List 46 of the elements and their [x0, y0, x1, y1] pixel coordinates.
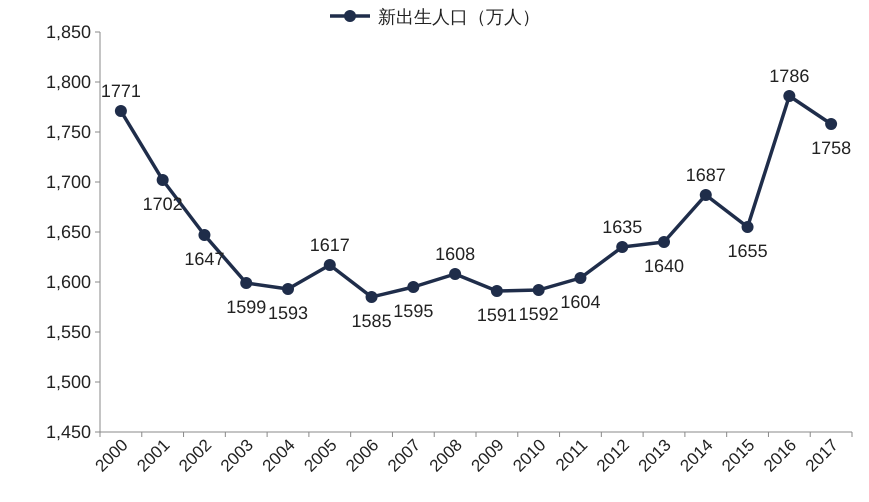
- point: [616, 241, 628, 253]
- point: [783, 90, 796, 102]
- point: [114, 105, 127, 117]
- data-label: 1585: [352, 311, 392, 331]
- data-label: 1647: [184, 249, 224, 269]
- data-label: 1702: [142, 194, 183, 214]
- y-tick-label: 1,550: [46, 322, 91, 342]
- point: [156, 174, 169, 186]
- point: [366, 291, 378, 303]
- point: [700, 189, 712, 201]
- data-label: 1593: [268, 303, 308, 323]
- point: [574, 272, 586, 284]
- data-label: 1617: [310, 235, 350, 255]
- point: [825, 118, 838, 130]
- point: [282, 283, 294, 295]
- y-tick-label: 1,850: [46, 22, 91, 42]
- point: [324, 259, 336, 271]
- y-tick-label: 1,650: [46, 222, 91, 242]
- data-label: 1592: [518, 304, 559, 324]
- data-label: 1771: [100, 81, 141, 101]
- point: [490, 285, 503, 297]
- data-label: 1599: [226, 297, 266, 317]
- y-tick-label: 1,450: [46, 422, 91, 442]
- data-label: 1687: [686, 165, 726, 185]
- point: [407, 281, 420, 293]
- data-label: 1608: [435, 244, 476, 264]
- data-label: 1604: [560, 292, 600, 312]
- data-label: 1640: [644, 256, 684, 276]
- point: [658, 236, 670, 248]
- data-label: 1595: [393, 301, 434, 321]
- data-label: 1786: [769, 66, 810, 86]
- data-label: 1758: [811, 138, 852, 158]
- legend-label: 新出生人口（万人）: [378, 7, 540, 27]
- point: [198, 229, 210, 241]
- y-tick-label: 1,500: [46, 372, 91, 392]
- y-tick-label: 1,600: [46, 272, 91, 292]
- y-tick-label: 1,800: [46, 72, 91, 92]
- data-label: 1635: [602, 217, 642, 237]
- point: [742, 221, 754, 233]
- point: [240, 277, 252, 289]
- point: [532, 284, 545, 296]
- y-tick-label: 1,750: [46, 122, 91, 142]
- data-label: 1655: [728, 241, 768, 261]
- point: [449, 268, 462, 280]
- y-tick-label: 1,700: [46, 172, 91, 192]
- data-label: 1591: [476, 305, 517, 325]
